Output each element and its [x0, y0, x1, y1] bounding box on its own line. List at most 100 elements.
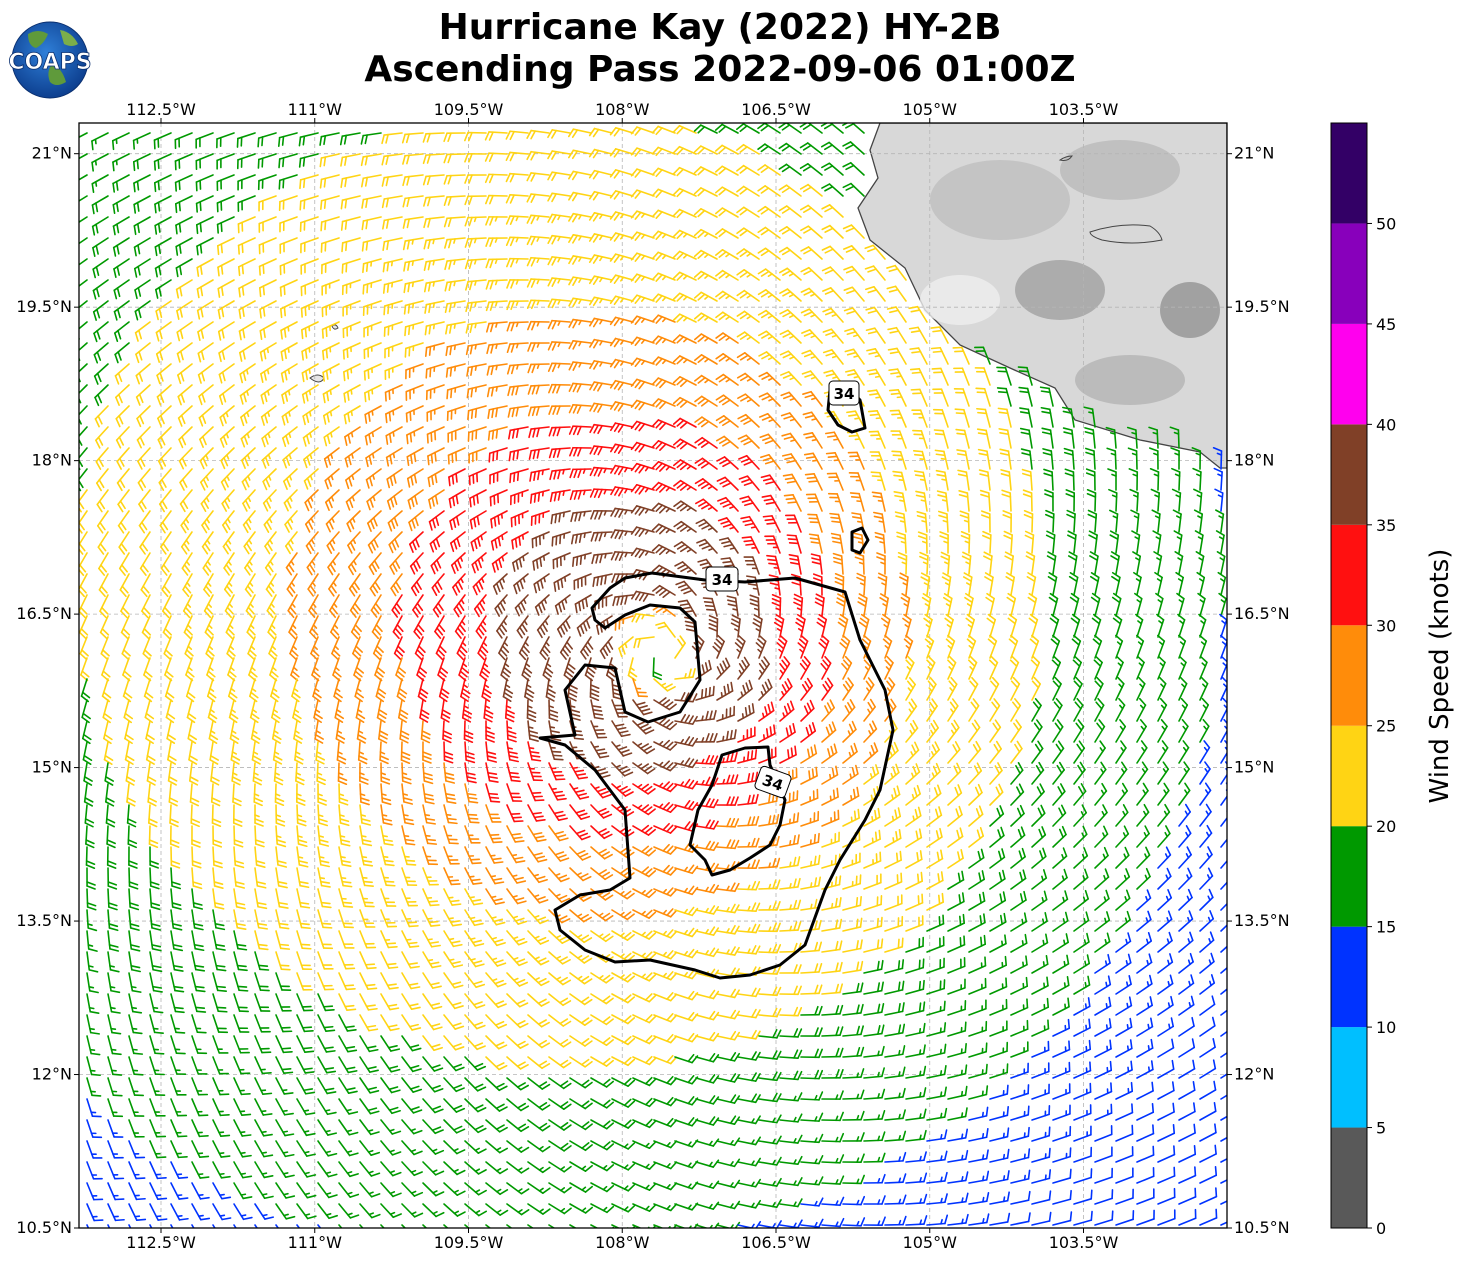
barb-staff: [572, 170, 592, 176]
barb-half-feather: [750, 526, 757, 529]
barb-staff: [1178, 471, 1181, 491]
barb-feather: [133, 267, 138, 278]
barb-feather: [741, 536, 752, 539]
barb-half-feather: [536, 257, 540, 263]
barb-half-feather: [288, 411, 291, 417]
barb-feather: [505, 215, 511, 225]
barb-staff: [764, 164, 781, 176]
barb-feather: [672, 208, 681, 217]
wind-barb: [484, 152, 508, 162]
barb-feather: [407, 303, 411, 314]
barb-feather: [996, 387, 1007, 390]
barb-feather: [697, 230, 706, 239]
barb-feather: [869, 413, 880, 416]
barb-feather: [73, 312, 76, 320]
barb-half-feather: [308, 410, 312, 417]
wind-barb: [568, 170, 592, 181]
barb-feather: [551, 235, 557, 245]
barb-feather: [781, 207, 791, 214]
wind-barb: [485, 194, 508, 205]
barb-staff: [593, 148, 613, 155]
wind-barb: [382, 216, 403, 230]
barb-staff: [572, 128, 592, 134]
barb-feather: [157, 158, 160, 170]
barb-staff: [551, 341, 571, 344]
barb-feather: [535, 558, 539, 569]
barb-feather: [426, 132, 431, 143]
barb-half-feather: [474, 258, 477, 265]
barb-feather: [848, 434, 859, 437]
barb-staff: [299, 174, 319, 181]
barb-feather: [402, 218, 407, 229]
barb-half-feather: [641, 233, 646, 239]
barb-feather: [75, 246, 77, 254]
wind-barb: [237, 216, 256, 234]
barb-feather: [739, 229, 749, 237]
barb-feather: [930, 326, 941, 329]
barb-feather: [403, 304, 407, 315]
barb-staff: [342, 258, 361, 266]
barb-half-feather: [857, 541, 864, 544]
barb-feather: [718, 125, 727, 133]
barb-staff: [849, 161, 865, 176]
barb-feather: [241, 285, 245, 296]
wind-barb: [736, 123, 760, 134]
barb-feather: [1018, 370, 1029, 373]
barb-feather: [174, 203, 178, 214]
barb-staff: [700, 208, 718, 218]
barb-feather: [867, 389, 878, 393]
barb-feather: [196, 266, 200, 277]
barb-half-feather: [432, 259, 435, 266]
barb-staff: [1093, 450, 1096, 470]
barb-half-feather: [874, 375, 881, 378]
barb-half-feather: [578, 214, 582, 220]
barb-half-feather: [432, 323, 436, 330]
barb-half-feather: [920, 499, 927, 502]
wind-barb: [736, 248, 760, 260]
barb-feather: [175, 224, 178, 235]
barb-staff: [341, 174, 361, 180]
wind-barb: [258, 237, 277, 255]
wind-barb: [588, 148, 613, 159]
wind-barb: [174, 174, 193, 192]
wind-barb: [526, 193, 550, 203]
barb-feather: [768, 562, 779, 566]
barb-feather: [444, 238, 448, 249]
barb-feather: [492, 451, 495, 462]
barb-staff: [721, 165, 739, 176]
wind-barb: [799, 123, 823, 134]
barb-staff: [721, 123, 739, 134]
barb-staff: [404, 153, 424, 157]
wind-barb: [196, 258, 214, 277]
barb-feather: [547, 150, 554, 160]
barb-staff: [551, 171, 571, 176]
barb-feather: [537, 491, 541, 502]
barb-half-feather: [75, 203, 76, 207]
barb-feather: [869, 392, 880, 396]
barb-feather: [495, 428, 499, 439]
barb-feather: [425, 368, 428, 379]
barb-feather: [530, 257, 536, 267]
barb-half-feather: [562, 490, 565, 496]
barb-feather: [508, 451, 512, 462]
barb-feather: [385, 176, 389, 187]
barb-feather: [526, 214, 532, 224]
barb-feather: [651, 209, 660, 218]
barb-feather: [613, 149, 621, 158]
barb-staff: [404, 132, 424, 136]
barb-feather: [113, 268, 117, 279]
barb-staff: [341, 237, 361, 244]
barb-staff: [446, 258, 466, 262]
wind-barb: [799, 183, 823, 197]
wind-barb: [588, 254, 613, 264]
barb-staff: [488, 173, 508, 176]
barb-feather: [381, 155, 385, 166]
wind-barb: [112, 237, 130, 257]
barb-feather: [766, 522, 777, 525]
barb-feather: [116, 265, 121, 276]
barb-feather: [238, 287, 241, 298]
barb-staff: [764, 247, 781, 260]
barb-feather: [444, 260, 448, 271]
barb-staff: [721, 248, 739, 260]
wind-barb: [778, 246, 802, 260]
